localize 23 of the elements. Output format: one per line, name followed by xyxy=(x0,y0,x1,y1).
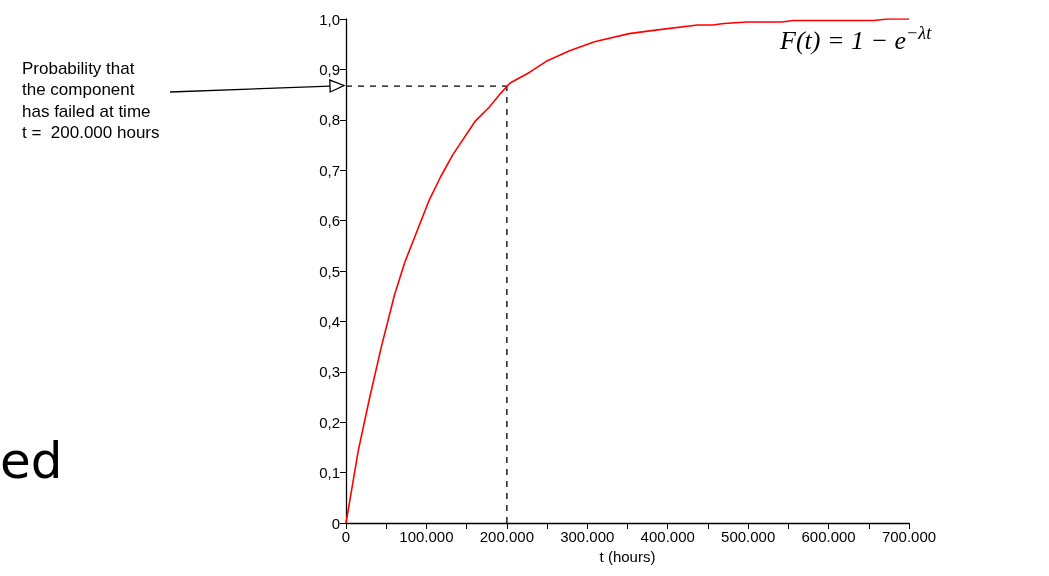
y-tick-label: 0,3 xyxy=(319,363,340,381)
y-tick-label: 0,2 xyxy=(319,413,340,431)
y-tick-label: 0,8 xyxy=(319,111,340,129)
y-tick-label: 0,7 xyxy=(319,161,340,179)
y-tick-label: 0 xyxy=(331,514,340,532)
x-tick-label: 300.000 xyxy=(560,528,615,545)
y-tick-label: 0,9 xyxy=(319,60,340,78)
text: Probability that the component has failed at time t = 200.000 hours xyxy=(22,58,160,143)
text: ed xyxy=(0,431,63,492)
annotation: F(t) = 1 − e$^{−λt}$ xyxy=(780,22,932,57)
y-tick-label: 0,1 xyxy=(319,464,340,482)
x-tick-label: 600.000 xyxy=(801,528,856,545)
x-tick-label: 100.000 xyxy=(399,528,454,545)
x-tick-label: 500.000 xyxy=(721,528,776,545)
x-tick-label: 200.000 xyxy=(479,528,534,545)
y-tick-label: 0,4 xyxy=(319,312,340,330)
y-tick-label: 1,0 xyxy=(319,10,340,28)
y-tick-label: 0,6 xyxy=(319,212,340,230)
y-tick-label: 0,5 xyxy=(319,262,340,280)
x-axis-title: t (hours) xyxy=(599,548,656,565)
x-tick-label: 400.000 xyxy=(640,528,695,545)
x-tick-label: 700.000 xyxy=(881,528,937,545)
x-tick-label: 0 xyxy=(341,528,351,545)
